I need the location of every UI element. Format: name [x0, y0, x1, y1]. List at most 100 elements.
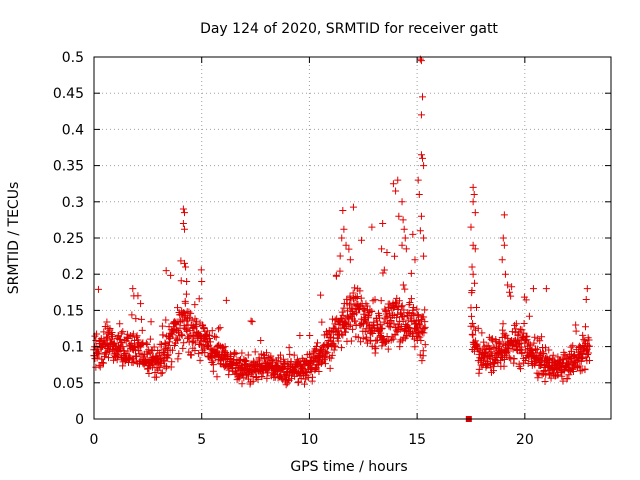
data-point	[340, 304, 348, 312]
data-point	[191, 301, 199, 309]
data-point-outlier	[583, 285, 591, 293]
data-point-outlier	[392, 187, 400, 195]
data-point	[584, 350, 592, 358]
data-point-outlier	[409, 230, 417, 238]
data-point	[94, 348, 102, 356]
data-point-outlier	[368, 223, 376, 231]
data-point	[345, 245, 353, 253]
data-point	[539, 350, 547, 358]
data-point	[103, 318, 111, 326]
data-point	[371, 296, 379, 304]
data-point-outlier	[402, 245, 410, 253]
y-tick-label: 0.5	[62, 50, 84, 66]
x-axis-label: GPS time / hours	[290, 459, 407, 475]
data-point	[108, 329, 116, 337]
data-point	[413, 305, 421, 313]
data-point	[148, 363, 156, 371]
data-point	[326, 333, 334, 341]
data-point	[407, 295, 415, 303]
data-point	[274, 359, 282, 367]
data-point-outlier	[129, 285, 137, 293]
data-point-outlier	[420, 252, 428, 260]
data-point	[393, 314, 401, 322]
data-point	[378, 342, 386, 350]
data-point	[132, 315, 140, 323]
y-tick-label: 0.1	[62, 340, 84, 356]
data-point	[222, 296, 230, 304]
x-tick-label: 20	[516, 432, 534, 448]
data-point	[242, 357, 250, 365]
data-point	[356, 287, 364, 295]
data-point-outlier	[504, 281, 512, 289]
data-point	[156, 363, 164, 371]
data-point	[178, 332, 186, 340]
data-point	[370, 318, 378, 326]
data-point-outlier	[500, 241, 508, 249]
data-point	[159, 331, 167, 339]
data-point-outlier	[130, 292, 138, 300]
data-point-outlier	[499, 234, 507, 242]
data-point	[480, 338, 488, 346]
data-point	[531, 333, 539, 341]
data-point	[387, 316, 395, 324]
data-point	[201, 349, 209, 357]
data-point	[372, 345, 380, 353]
data-point	[152, 373, 160, 381]
data-point-outlier	[500, 211, 508, 219]
data-point	[404, 309, 412, 317]
data-point	[321, 360, 329, 368]
data-point-outlier	[411, 256, 419, 264]
data-point	[119, 343, 127, 351]
data-point	[251, 348, 259, 356]
data-point	[468, 312, 476, 320]
data-point	[470, 323, 478, 331]
data-point	[322, 350, 330, 358]
data-point	[581, 366, 589, 374]
data-point	[105, 354, 113, 362]
y-tick-label: 0.25	[53, 231, 84, 247]
data-point	[336, 252, 344, 260]
data-point	[334, 337, 342, 345]
data-point	[549, 351, 557, 359]
data-point	[323, 348, 331, 356]
data-point	[305, 350, 313, 358]
data-point	[411, 343, 419, 351]
data-point-outlier	[395, 212, 403, 220]
data-point	[421, 341, 429, 349]
data-point	[132, 353, 140, 361]
data-point	[260, 354, 268, 362]
data-point	[185, 333, 193, 341]
data-point	[93, 354, 101, 362]
data-point	[158, 322, 166, 330]
data-point	[192, 323, 200, 331]
data-point	[510, 355, 518, 363]
data-point-outlier	[198, 277, 206, 285]
y-tick-label: 0.35	[53, 159, 84, 175]
data-point	[418, 357, 426, 365]
data-point	[147, 318, 155, 326]
data-point	[232, 350, 240, 358]
data-point	[409, 304, 417, 312]
data-point	[398, 302, 406, 310]
data-point	[475, 365, 483, 373]
data-point	[236, 359, 244, 367]
y-tick-label: 0.3	[62, 195, 84, 211]
data-point	[386, 300, 394, 308]
data-point-outlier	[394, 176, 402, 184]
data-point	[584, 341, 592, 349]
data-point	[505, 288, 513, 296]
data-point	[521, 357, 529, 365]
data-point	[119, 328, 127, 336]
data-point	[167, 271, 175, 279]
data-point	[214, 325, 222, 333]
data-point	[421, 306, 429, 314]
data-point	[180, 339, 188, 347]
data-point	[473, 340, 481, 348]
data-point-outlier	[470, 191, 478, 199]
data-point-outlier	[183, 277, 191, 285]
data-point	[254, 375, 262, 383]
data-point	[489, 343, 497, 351]
data-point	[581, 323, 589, 331]
data-point	[531, 361, 539, 369]
